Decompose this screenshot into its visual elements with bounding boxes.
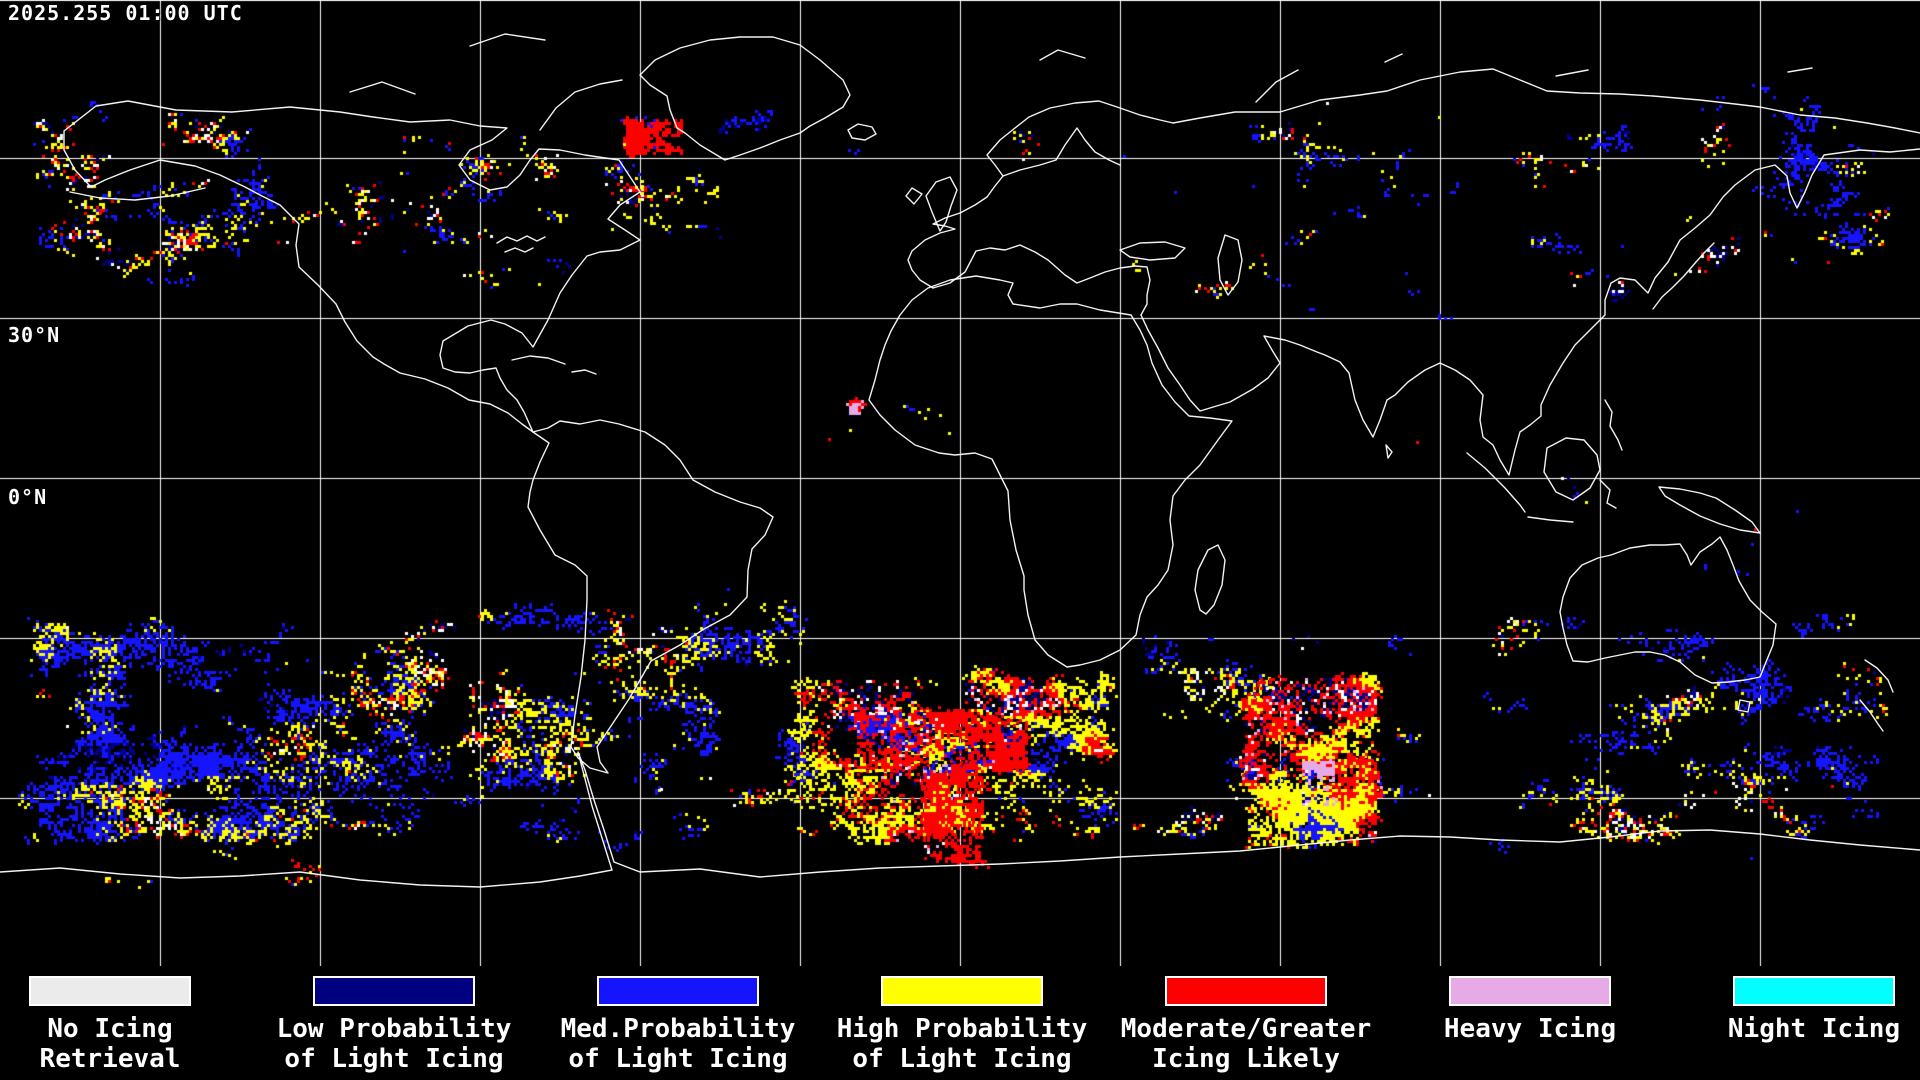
legend-swatch-moderate-greater	[1165, 976, 1327, 1006]
legend-item-no-icing-retrieval: No Icing Retrieval	[0, 966, 252, 1074]
legend: No Icing Retrieval Low Probability of Ligh…	[0, 966, 1920, 1080]
legend-item-low-probability: Low Probability of Light Icing	[252, 966, 536, 1074]
latitude-label-30n: 30°N	[8, 323, 61, 347]
legend-swatch-low-probability	[313, 976, 475, 1006]
legend-label-moderate-greater: Moderate/Greater Icing Likely	[1120, 1014, 1372, 1074]
legend-swatch-no-icing-retrieval	[29, 976, 191, 1006]
icing-data-canvas	[0, 0, 1920, 966]
legend-swatch-night-icing	[1733, 976, 1895, 1006]
legend-item-med-probability: Med.Probability of Light Icing	[536, 966, 820, 1074]
icing-map: 2025.255 01:00 UTC 30°N 0°N	[0, 0, 1920, 966]
latitude-label-0n: 0°N	[8, 485, 48, 509]
legend-label-high-probability: High Probability of Light Icing	[836, 1014, 1088, 1074]
legend-label-night-icing: Night Icing	[1727, 1014, 1901, 1044]
legend-label-heavy-icing: Heavy Icing	[1443, 1014, 1617, 1044]
legend-swatch-high-probability	[881, 976, 1043, 1006]
legend-label-no-icing-retrieval: No Icing Retrieval	[39, 1014, 181, 1074]
legend-swatch-heavy-icing	[1449, 976, 1611, 1006]
legend-item-moderate-greater: Moderate/Greater Icing Likely	[1104, 966, 1388, 1074]
legend-swatch-med-probability	[597, 976, 759, 1006]
legend-label-med-probability: Med.Probability of Light Icing	[560, 1014, 796, 1074]
timestamp: 2025.255 01:00 UTC	[8, 1, 243, 25]
legend-item-high-probability: High Probability of Light Icing	[820, 966, 1104, 1074]
legend-item-heavy-icing: Heavy Icing	[1388, 966, 1672, 1044]
legend-label-low-probability: Low Probability of Light Icing	[276, 1014, 512, 1074]
legend-item-night-icing: Night Icing	[1672, 966, 1920, 1044]
